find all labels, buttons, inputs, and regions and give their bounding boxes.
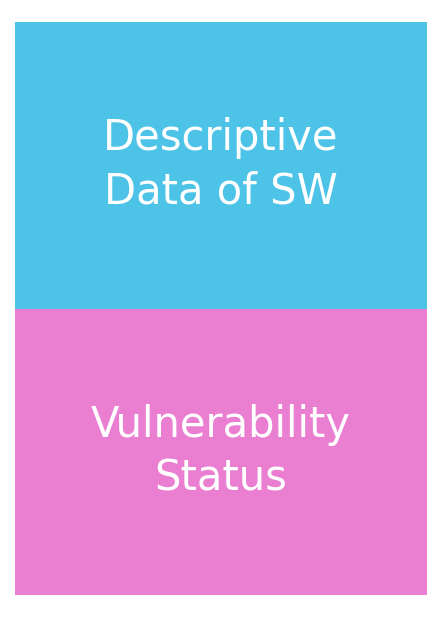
FancyBboxPatch shape	[15, 308, 427, 595]
Text: Vulnerability
Status: Vulnerability Status	[91, 404, 351, 500]
FancyBboxPatch shape	[15, 22, 427, 308]
Text: Descriptive
Data of SW: Descriptive Data of SW	[103, 117, 339, 213]
